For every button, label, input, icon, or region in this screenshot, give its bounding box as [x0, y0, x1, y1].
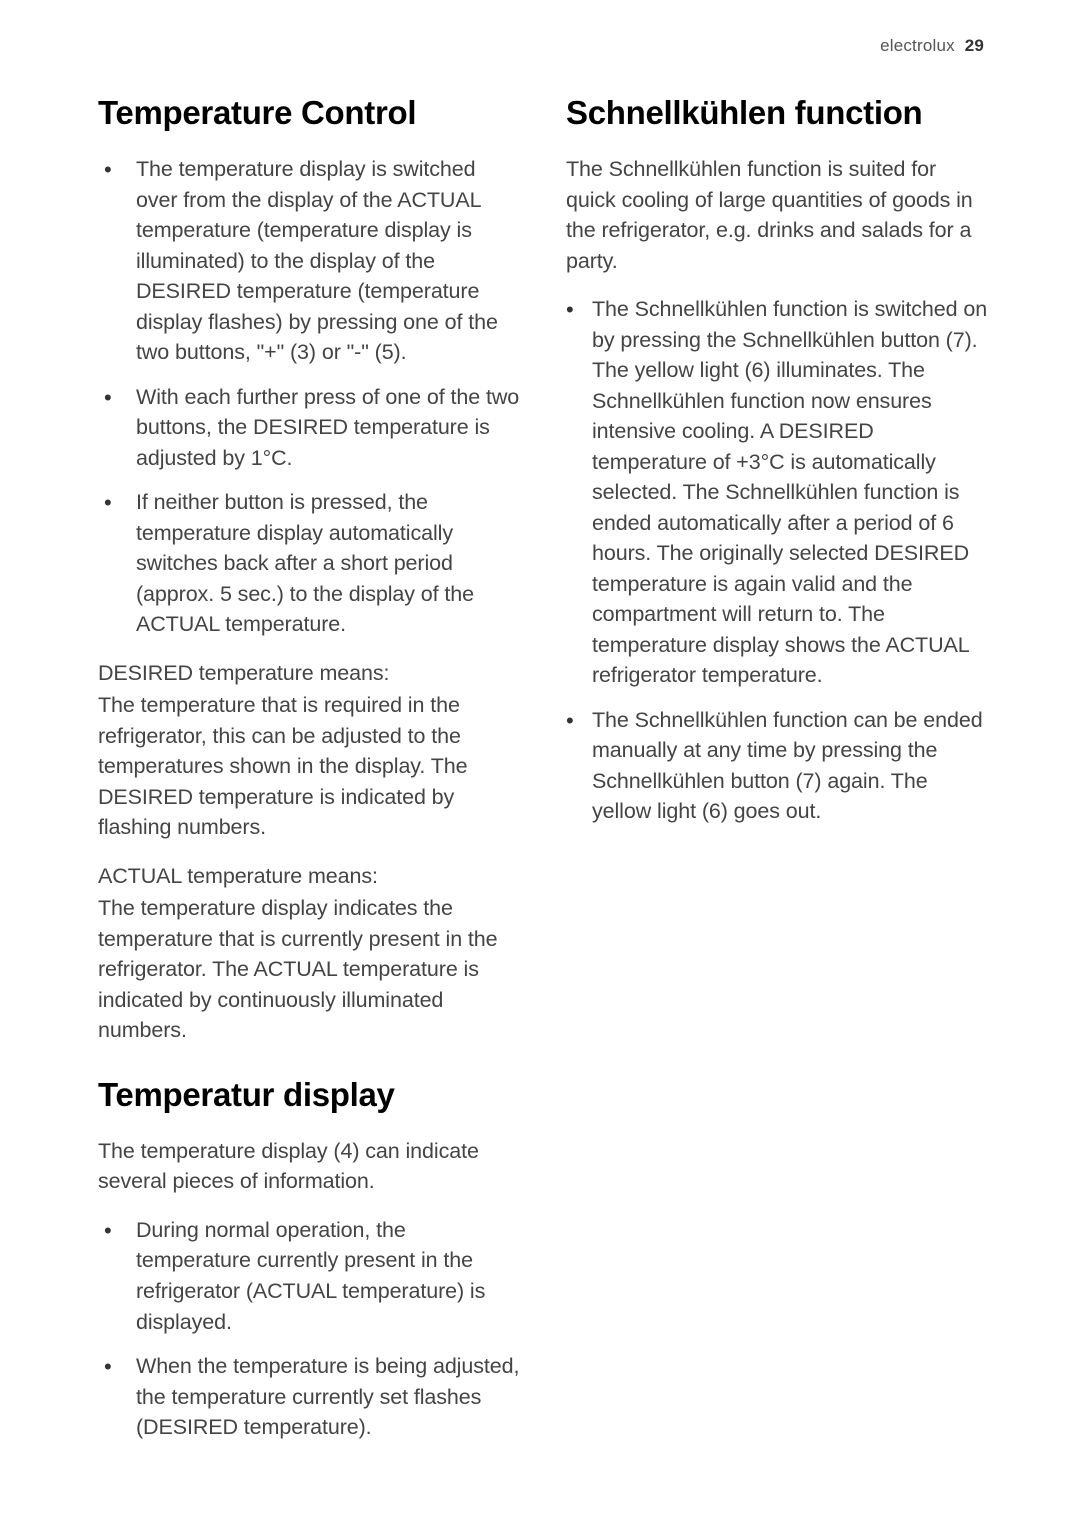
list-item: During normal operation, the temperature…: [98, 1215, 522, 1337]
actual-temp-body: The temperature display indicates the te…: [98, 893, 522, 1046]
desired-temp-body: The temperature that is required in the …: [98, 690, 522, 843]
right-column: Schnellkühlen function The Schnellkühlen…: [566, 86, 990, 1461]
list-item: If neither button is pressed, the temper…: [98, 487, 522, 640]
schnellkuhlen-intro: The Schnellkühlen function is suited for…: [566, 154, 990, 276]
list-item: The temperature display is switched over…: [98, 154, 522, 368]
page-number: 29: [965, 36, 984, 55]
list-item: With each further press of one of the tw…: [98, 382, 522, 474]
temp-display-list: During normal operation, the temperature…: [98, 1215, 522, 1443]
schnellkuhlen-list: The Schnellkühlen function is switched o…: [566, 294, 990, 827]
heading-schnellkuhlen: Schnellkühlen function: [566, 94, 990, 132]
page-header: electrolux 29: [880, 36, 984, 56]
temp-display-intro: The temperature display (4) can indicate…: [98, 1136, 522, 1197]
content-columns: Temperature Control The temperature disp…: [98, 86, 990, 1461]
list-item: The Schnellkühlen function can be ended …: [566, 705, 990, 827]
desired-temp-label: DESIRED temperature means:: [98, 658, 522, 689]
brand-label: electrolux: [880, 36, 955, 55]
heading-temperatur-display: Temperatur display: [98, 1076, 522, 1114]
actual-temp-label: ACTUAL temperature means:: [98, 861, 522, 892]
list-item: The Schnellkühlen function is switched o…: [566, 294, 990, 691]
temperature-control-list: The temperature display is switched over…: [98, 154, 522, 640]
left-column: Temperature Control The temperature disp…: [98, 86, 522, 1461]
heading-temperature-control: Temperature Control: [98, 94, 522, 132]
list-item: When the temperature is being adjusted, …: [98, 1351, 522, 1443]
